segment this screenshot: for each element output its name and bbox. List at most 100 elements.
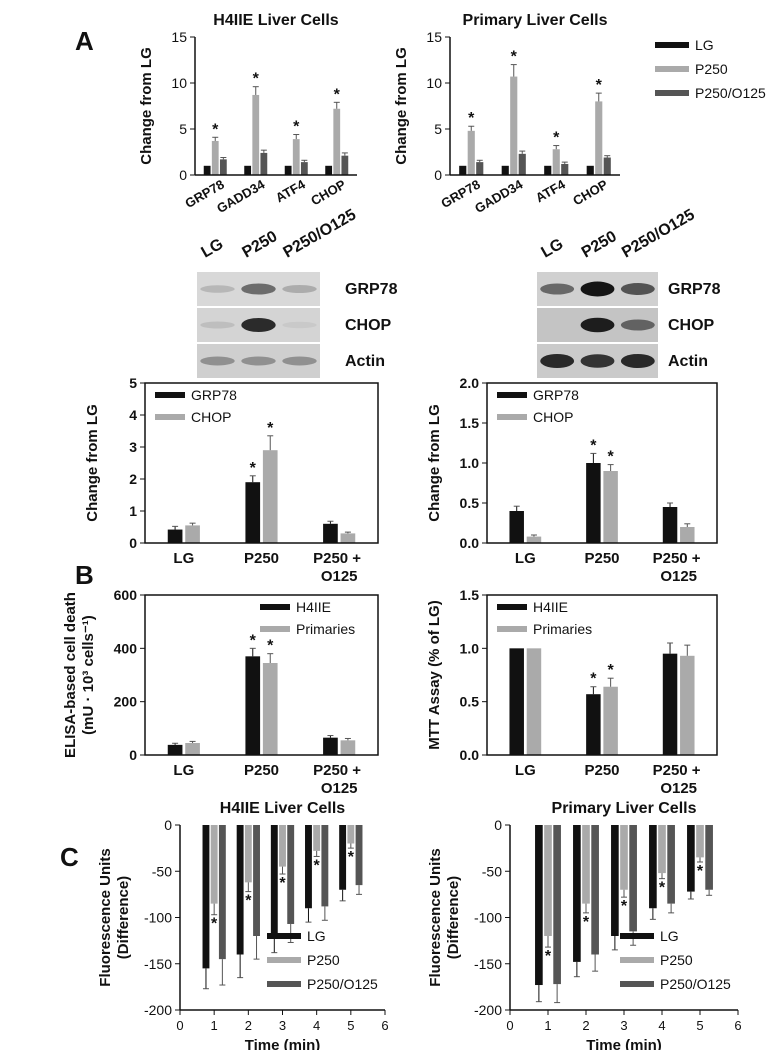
- legend-label: P250: [307, 952, 340, 968]
- blot-band: [282, 285, 317, 293]
- legend-label: Primaries: [296, 621, 355, 637]
- y-axis-label: Change from LG: [138, 47, 155, 165]
- error-bar: [327, 735, 334, 738]
- bar: [611, 825, 619, 936]
- panel-label: C: [60, 842, 79, 872]
- y-tick-label: 0.5: [460, 694, 480, 710]
- legend-swatch: [260, 604, 290, 610]
- bar: [586, 463, 601, 543]
- error-bar: [706, 889, 713, 896]
- bar: [595, 101, 603, 175]
- bar: [705, 825, 713, 890]
- plot-frame: [144, 594, 379, 756]
- error-bar: [554, 984, 561, 1004]
- y-tick-label: 4: [129, 407, 137, 423]
- bar: [586, 694, 601, 755]
- x-tick-label: 1: [544, 1018, 551, 1033]
- significance-mark: *: [267, 420, 274, 437]
- legend-label: P250: [695, 61, 728, 77]
- error-bar: [339, 889, 346, 902]
- x-tick-label: P250 + O125: [653, 762, 705, 797]
- bar: [219, 159, 227, 175]
- blot-band: [241, 318, 276, 332]
- x-tick-label: 4: [658, 1018, 665, 1033]
- lane-label: P250/O125: [619, 206, 698, 261]
- error-bar: [344, 531, 351, 534]
- x-tick-label: P250: [584, 762, 619, 779]
- error-bar: [220, 157, 227, 160]
- significance-mark: *: [659, 880, 666, 897]
- error-bar: [697, 857, 703, 863]
- significance-mark: *: [253, 71, 260, 88]
- bar: [185, 525, 200, 543]
- bar: [287, 825, 295, 924]
- x-tick-label: GADD34: [472, 176, 526, 216]
- x-axis-label: Time (min): [245, 1037, 321, 1050]
- error-bar: [321, 906, 328, 921]
- y-tick-label: 0.5: [460, 495, 480, 511]
- blot-band: [200, 285, 235, 293]
- blot-band: [241, 356, 276, 366]
- chart-title: Primary Liver Cells: [552, 800, 697, 817]
- error-bar: [305, 908, 312, 923]
- error-bar: [561, 161, 568, 164]
- blot-band: [580, 317, 615, 333]
- legend-label: H4IIE: [296, 599, 331, 615]
- error-bar: [202, 968, 209, 990]
- bar: [629, 825, 637, 932]
- bar: [245, 482, 261, 543]
- significance-mark: *: [245, 893, 252, 910]
- blot-strip: [197, 344, 320, 378]
- y-tick-label: -150: [474, 956, 502, 972]
- legend-swatch: [655, 42, 689, 48]
- significance-mark: *: [553, 130, 560, 147]
- legend-label: P250/O125: [660, 976, 731, 992]
- legend-swatch: [497, 414, 527, 420]
- lane-label: LG: [199, 236, 227, 262]
- y-tick-label: 0: [434, 167, 442, 183]
- significance-mark: *: [334, 86, 341, 103]
- bar: [501, 165, 509, 175]
- band-label: CHOP: [668, 317, 715, 334]
- significance-mark: *: [608, 449, 615, 466]
- lane-label: P250: [579, 228, 620, 261]
- x-tick-label: P250 + O125: [313, 762, 365, 797]
- error-bar: [267, 435, 274, 451]
- error-bar: [595, 92, 602, 102]
- legend-label: P250/O125: [307, 976, 378, 992]
- x-tick-label: LG: [515, 762, 536, 779]
- error-bar: [313, 850, 320, 857]
- bar: [244, 825, 252, 883]
- lane-label: P250/O125: [281, 206, 360, 261]
- x-tick-label: 2: [582, 1018, 589, 1033]
- legend-label: P250/O125: [695, 85, 766, 101]
- bar: [696, 825, 704, 858]
- x-tick-label: 5: [347, 1018, 354, 1033]
- y-axis-label: MTT Assay (% of LG): [426, 600, 443, 749]
- y-tick-label: 2: [129, 471, 137, 487]
- error-bar: [333, 101, 340, 109]
- significance-mark: *: [293, 119, 300, 136]
- x-tick-label: 2: [245, 1018, 252, 1033]
- error-bar: [659, 873, 665, 880]
- legend-swatch: [155, 392, 185, 398]
- significance-mark: *: [596, 77, 603, 94]
- error-bar: [684, 644, 691, 656]
- y-tick-label: 1: [129, 503, 137, 519]
- panel-label: B: [75, 560, 94, 590]
- y-tick-label: 1.0: [460, 640, 480, 656]
- y-tick-label: 200: [114, 694, 138, 710]
- plot-frame: [144, 382, 379, 544]
- legend-label: GRP78: [533, 387, 579, 403]
- x-tick-label: P250 + O125: [313, 550, 365, 585]
- error-bar: [611, 936, 618, 951]
- band-label: GRP78: [345, 281, 398, 298]
- legend-swatch: [620, 957, 654, 963]
- y-axis-label: Fluorescence Units: [97, 848, 114, 986]
- error-bar: [468, 125, 475, 131]
- chart-title: H4IIE Liver Cells: [220, 800, 345, 817]
- y-tick-label: 400: [114, 640, 138, 656]
- legend-label: CHOP: [533, 409, 573, 425]
- x-tick-label: P250: [584, 550, 619, 567]
